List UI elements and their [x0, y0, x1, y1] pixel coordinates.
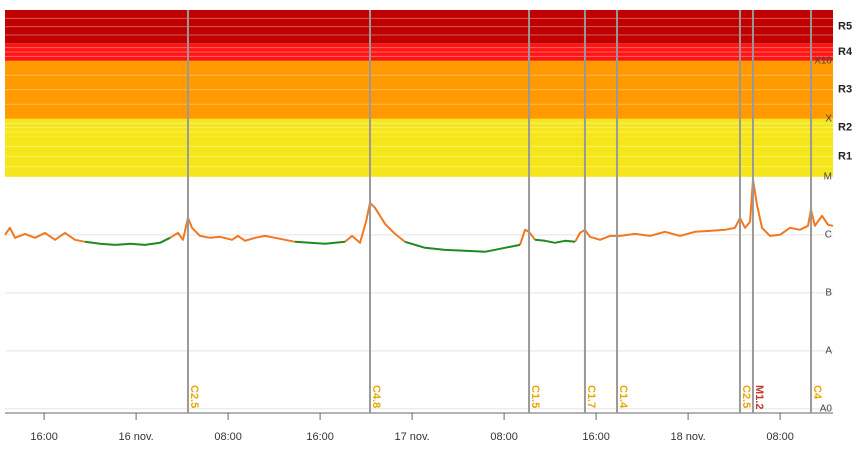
risk-band [5, 136, 833, 177]
risk-band [5, 118, 833, 137]
y-tick-label: C [825, 229, 832, 240]
x-tick-label: 18 nov. [670, 431, 705, 443]
y-tick-label: X [825, 113, 832, 124]
event-label: C4 [811, 385, 823, 400]
x-tick-label: 16 nov. [118, 431, 153, 443]
event-label: C1.7 [585, 385, 597, 408]
y-tick-label: A0 [820, 404, 833, 415]
event-label: C2.5 [188, 385, 200, 408]
event-label: C4.8 [370, 385, 382, 408]
band-label: R4 [838, 46, 853, 58]
x-tick-label: 08:00 [766, 431, 794, 443]
x-tick-label: 08:00 [490, 431, 518, 443]
band-label: R1 [838, 150, 852, 162]
event-label: C1.4 [617, 385, 629, 409]
y-tick-label: X10 [814, 55, 832, 66]
band-label: R3 [838, 84, 852, 96]
y-tick-label: A [825, 346, 832, 357]
risk-band [5, 60, 833, 119]
risk-band [5, 43, 833, 61]
y-tick-label: M [824, 171, 832, 182]
x-tick-label: 16:00 [306, 431, 334, 443]
band-label: R2 [838, 121, 852, 133]
y-tick-label: B [825, 288, 832, 299]
flux-line [84, 236, 576, 253]
band-label: R5 [838, 21, 852, 33]
event-label: C1.5 [529, 385, 541, 408]
risk-band [5, 10, 833, 44]
event-label: C2.5 [740, 385, 752, 408]
x-tick-label: 17 nov. [394, 431, 429, 443]
event-label: M1.2 [753, 385, 765, 409]
x-tick-label: 08:00 [214, 431, 242, 443]
x-tick-label: 16:00 [582, 431, 610, 443]
x-tick-label: 16:00 [30, 431, 58, 443]
